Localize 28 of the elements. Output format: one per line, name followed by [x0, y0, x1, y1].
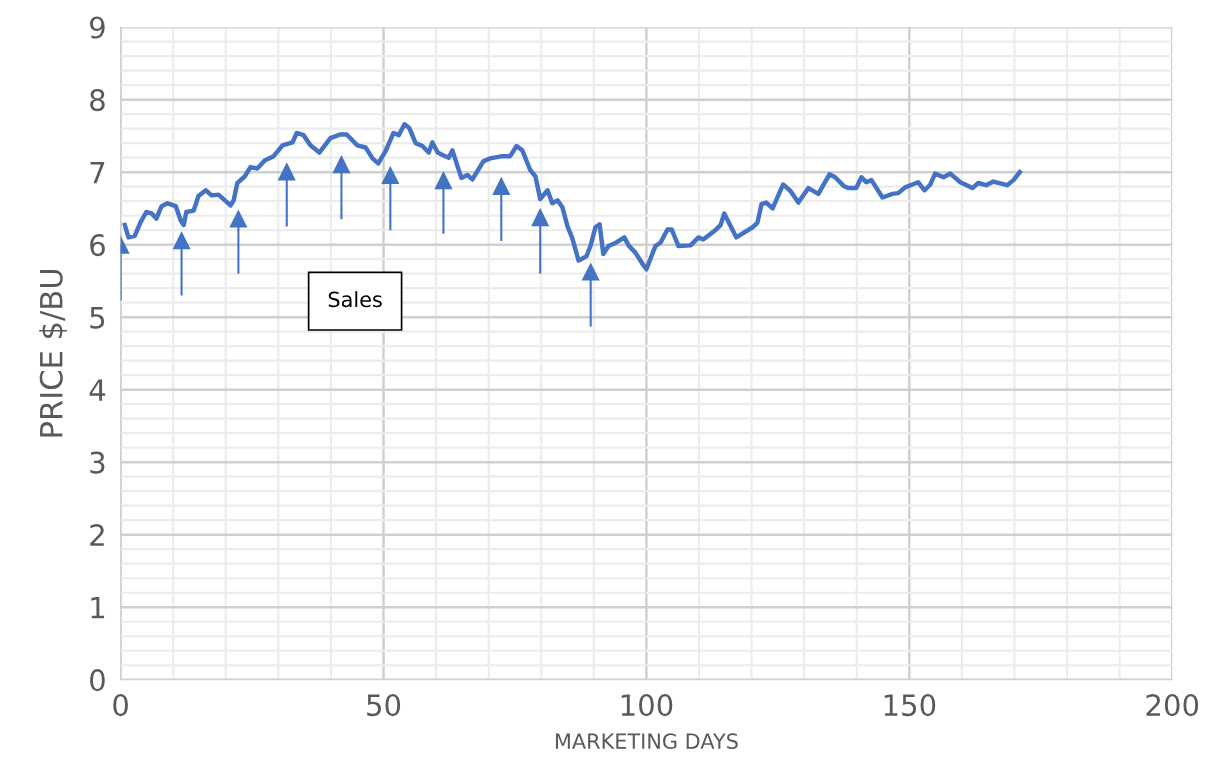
y-tick-label: 2	[90, 524, 104, 546]
annotation: Sales	[328, 291, 382, 308]
y-tick-label: 0	[90, 669, 105, 692]
y-tick-label: 7	[90, 161, 105, 184]
point	[229, 209, 248, 228]
y-tick-label: 8	[90, 89, 105, 112]
y-tick-label: 5	[90, 306, 105, 329]
y-tick-label: 6	[90, 234, 105, 257]
point	[581, 262, 600, 281]
y-axis-title: PRICE $/BU	[39, 270, 67, 437]
x-tick-label: 0	[113, 694, 128, 717]
point	[381, 165, 400, 185]
point	[434, 171, 453, 190]
x-tick-label: 100	[621, 694, 673, 717]
y-tick-label: 9	[89, 16, 105, 39]
point	[172, 231, 191, 250]
point	[531, 208, 550, 227]
point	[332, 155, 351, 174]
y-tick-label: 4	[89, 379, 106, 401]
line-series	[122, 122, 1022, 272]
y-tick-label: 3	[90, 451, 105, 474]
point	[492, 176, 511, 195]
x-tick-label: 50	[367, 694, 401, 717]
y-tick-label: 1	[91, 596, 105, 619]
x-tick-label: 200	[1146, 694, 1199, 717]
point	[277, 162, 296, 181]
x-axis-title: MARKETING DAYS	[555, 733, 738, 750]
x-tick-label: 150	[884, 694, 936, 717]
